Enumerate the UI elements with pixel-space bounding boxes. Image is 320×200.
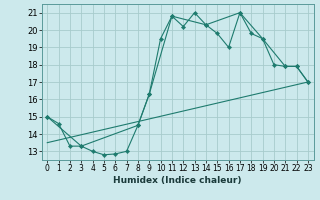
X-axis label: Humidex (Indice chaleur): Humidex (Indice chaleur)	[113, 176, 242, 185]
